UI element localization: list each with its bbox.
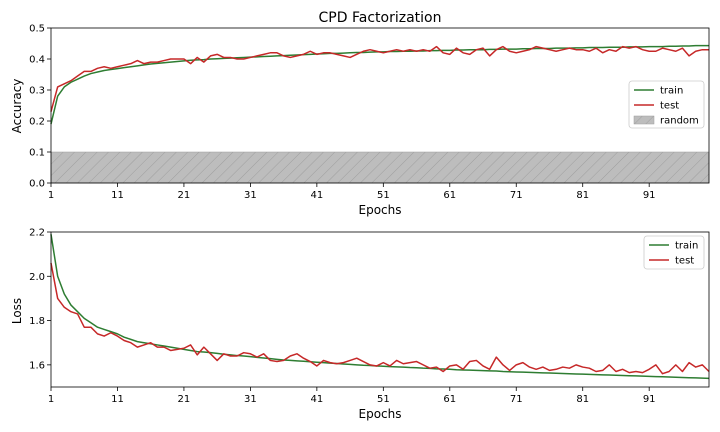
series-band-random bbox=[50, 151, 710, 184]
y-tick-label: 0.1 bbox=[29, 148, 45, 159]
x-tick-label: 31 bbox=[244, 190, 257, 201]
x-tick-label: 51 bbox=[377, 190, 390, 201]
line-layer bbox=[50, 44, 709, 125]
legend: train test bbox=[643, 235, 705, 270]
x-tick-label: 51 bbox=[377, 394, 390, 405]
y-tick-label: 1.6 bbox=[29, 360, 45, 371]
random-band-layer bbox=[50, 151, 710, 184]
x-tick-layer: 1 11 21 31 41 51 61 71 81 91 bbox=[48, 183, 656, 201]
y-tick-label: 2.2 bbox=[29, 228, 45, 239]
plot-frame bbox=[50, 231, 710, 388]
x-axis-label: Epochs bbox=[359, 407, 402, 421]
x-tick-label: 91 bbox=[643, 190, 656, 201]
x-tick-label: 11 bbox=[111, 190, 124, 201]
x-tick-label: 21 bbox=[178, 190, 191, 201]
x-tick-label: 81 bbox=[576, 190, 589, 201]
legend-label-train: train bbox=[660, 86, 683, 97]
y-axis-label: Loss bbox=[10, 298, 24, 324]
x-tick-label: 91 bbox=[643, 394, 656, 405]
x-tick-label: 61 bbox=[443, 394, 456, 405]
x-tick-label: 1 bbox=[48, 394, 54, 405]
legend-swatch-random bbox=[633, 115, 655, 125]
series-line-train bbox=[50, 44, 709, 125]
y-tick-label: 0.0 bbox=[29, 179, 45, 190]
y-tick-label: 0.3 bbox=[29, 86, 45, 97]
x-tick-label: 31 bbox=[244, 394, 257, 405]
legend-label-test: test bbox=[675, 256, 694, 267]
line-layer bbox=[50, 234, 710, 380]
x-tick-label: 71 bbox=[510, 190, 523, 201]
y-tick-label: 0.5 bbox=[29, 24, 45, 35]
legend-label-test: test bbox=[660, 101, 679, 112]
y-tick-label: 0.4 bbox=[29, 55, 45, 66]
x-tick-label: 81 bbox=[576, 394, 589, 405]
legend-label-random: random bbox=[660, 116, 699, 127]
x-tick-label: 71 bbox=[510, 394, 523, 405]
y-tick-label: 2.0 bbox=[29, 272, 45, 283]
legend: train test random bbox=[628, 80, 705, 129]
chart-title: CPD Factorization bbox=[319, 10, 442, 26]
y-tick-layer: 1.6 1.8 2.0 2.2 bbox=[29, 228, 51, 371]
y-tick-layer: 0.0 0.1 0.2 0.3 0.4 0.5 bbox=[29, 24, 51, 190]
x-axis-label: Epochs bbox=[359, 203, 402, 217]
x-tick-label: 61 bbox=[443, 190, 456, 201]
x-tick-label: 41 bbox=[310, 394, 323, 405]
x-tick-layer: 1 11 21 31 41 51 61 71 81 91 bbox=[48, 387, 656, 405]
series-line-test bbox=[50, 262, 710, 375]
loss-chart: 1 11 21 31 41 51 61 71 81 91 1.61.82.02.2 Epochs … bbox=[10, 228, 710, 421]
y-tick-label: 0.2 bbox=[29, 117, 45, 128]
x-tick-label: 21 bbox=[178, 394, 191, 405]
legend-label-train: train bbox=[675, 241, 698, 252]
x-tick-label: 1 bbox=[48, 190, 54, 201]
accuracy-chart: CPD Factorization 1 11 21 31 41 51 61 71 81 91 0.… bbox=[10, 10, 710, 217]
y-tick-label: 1.8 bbox=[29, 316, 45, 327]
x-tick-label: 11 bbox=[111, 394, 124, 405]
series-line-test bbox=[50, 45, 709, 112]
plot-frame bbox=[50, 27, 710, 184]
series-line-train bbox=[50, 234, 710, 380]
y-axis-label: Accuracy bbox=[10, 79, 24, 134]
x-tick-label: 41 bbox=[310, 190, 323, 201]
